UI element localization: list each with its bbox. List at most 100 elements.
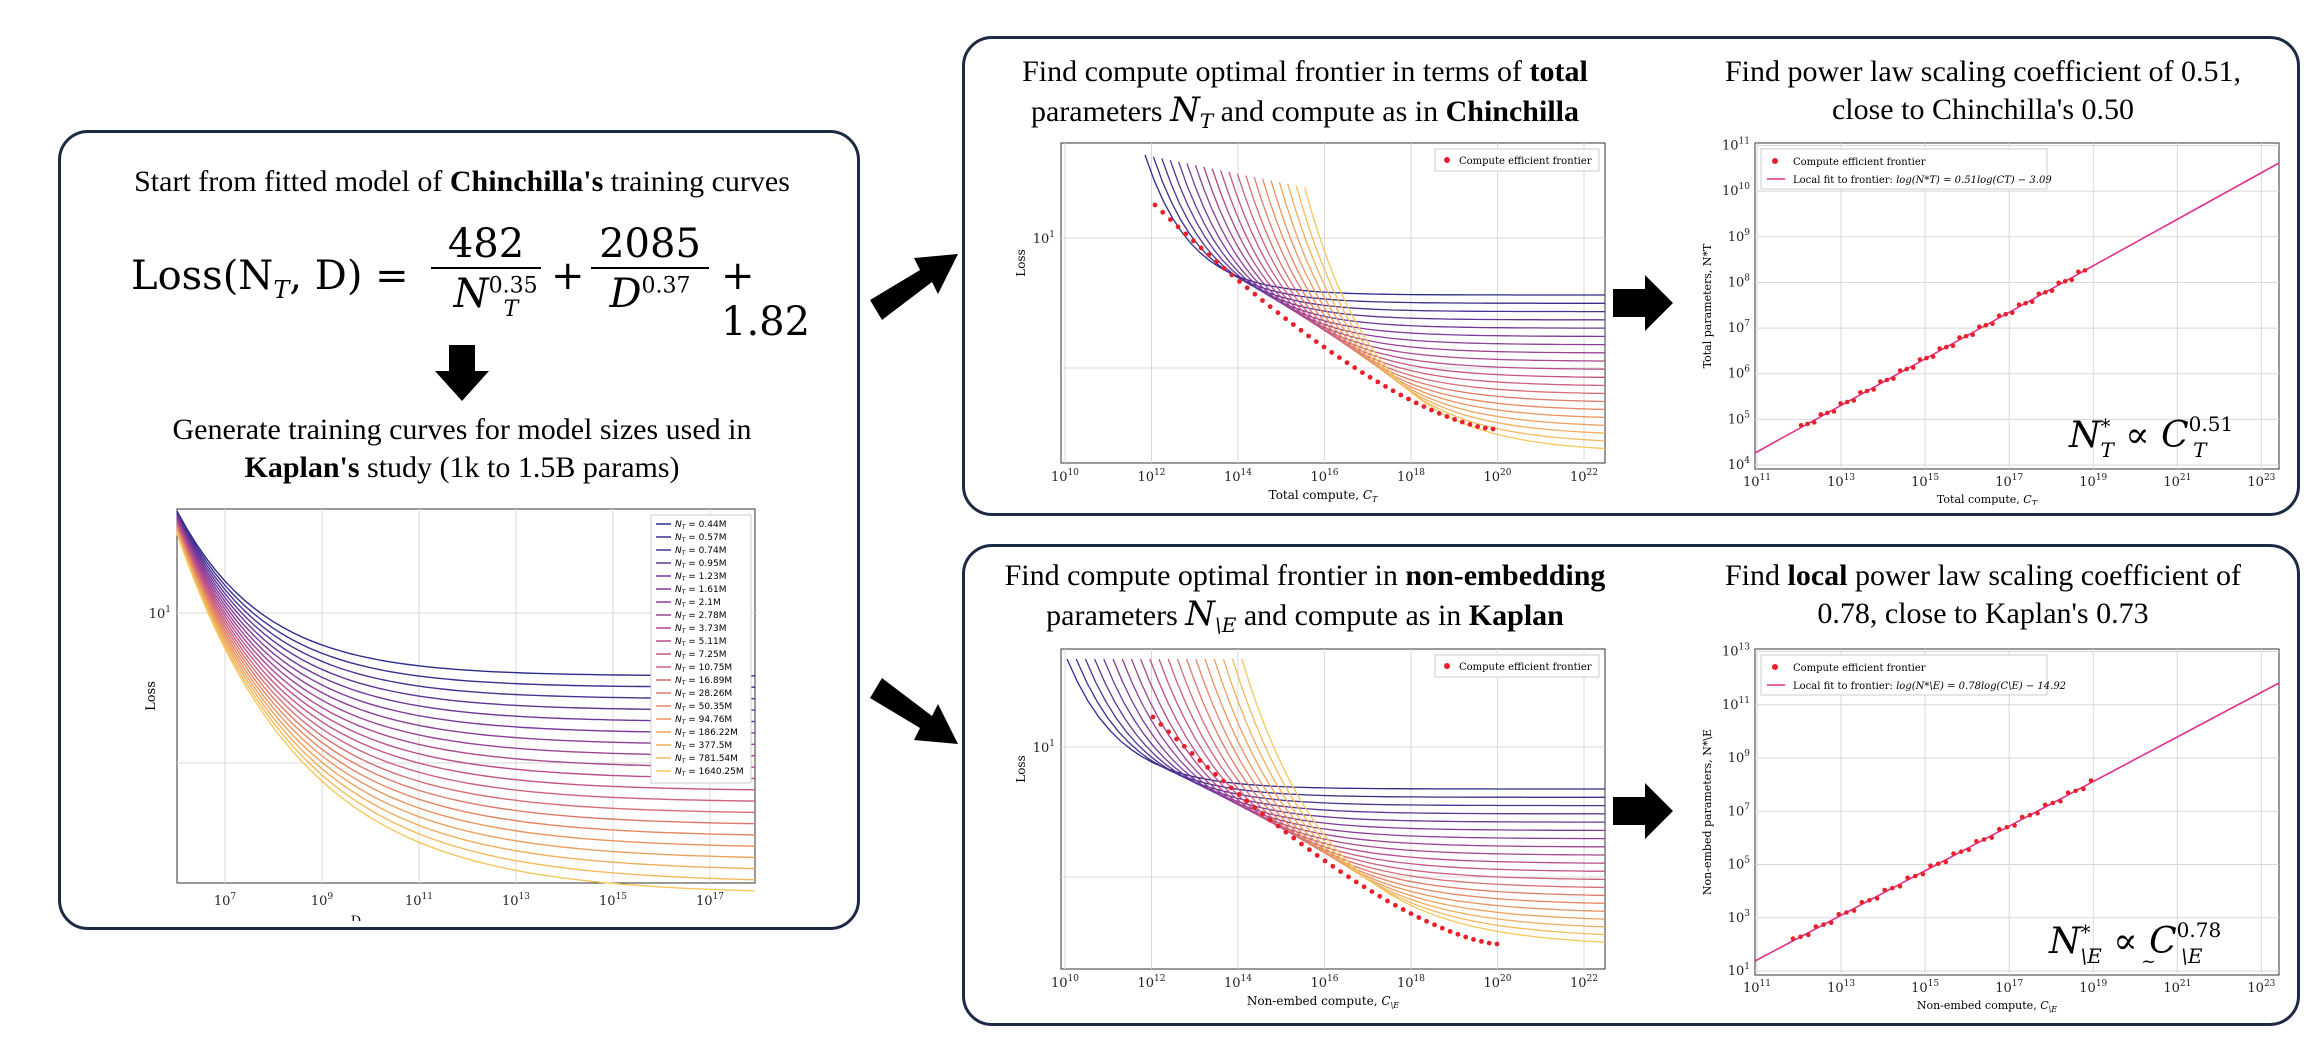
frontier-point [1913, 873, 1918, 879]
frontier-point [1884, 377, 1890, 383]
y-tick-label: 105 [1728, 856, 1751, 873]
frontier-point [1237, 279, 1242, 284]
frontier-point [1252, 291, 1258, 297]
frontier-point [1951, 851, 1956, 856]
frontier-point [1825, 410, 1830, 416]
legend-entry: NT = 1.23M [675, 572, 726, 583]
legend-entry: NT = 5.11M [675, 637, 726, 648]
y-tick-label: 105 [1728, 410, 1751, 427]
compute-curve [1103, 658, 1605, 823]
frontier-point [1811, 420, 1817, 425]
compute-curve [1112, 658, 1605, 832]
frontier-point [1467, 422, 1473, 427]
frontier-point [1189, 751, 1195, 756]
frontier-point [1313, 339, 1319, 344]
y-tick-label: 101 [1728, 962, 1750, 979]
frontier-point [1424, 918, 1429, 924]
fit-line [1754, 682, 2280, 962]
frontier-point [1393, 902, 1398, 908]
legend-entry: NT = 0.44M [675, 520, 726, 531]
frontier-point [2073, 788, 2078, 794]
plot-frame [1060, 648, 1606, 970]
y-axis-label: Loss [1014, 249, 1028, 277]
x-tick-label: 1023 [2247, 473, 2275, 490]
frontier-point [1859, 899, 1865, 905]
y-tick-label: 101 [1033, 230, 1055, 247]
compute-curve [1287, 183, 1606, 434]
frontier-point [1252, 805, 1257, 810]
compute-curve [1152, 156, 1605, 304]
frontier-point [1369, 889, 1375, 894]
chinchilla-caption: Start from fitted model of Chinchilla's … [134, 165, 790, 198]
frontier-point [1977, 324, 1982, 329]
frontier-point [1385, 898, 1390, 904]
frontier-point [1950, 343, 1956, 348]
x-tick-label: 1018 [1397, 468, 1425, 485]
frontier-point [1871, 387, 1876, 392]
compute-curve [1231, 658, 1606, 936]
compute-curve [1177, 161, 1605, 329]
frontier-point [2065, 790, 2071, 795]
x-tick-label: 109 [311, 892, 334, 909]
compute-curve [1295, 185, 1606, 442]
frontier-point [2081, 786, 2086, 792]
frontier-point [1283, 829, 1289, 835]
frontier-point [1267, 817, 1273, 823]
x-tick-label: 1012 [1138, 468, 1166, 485]
frontier-point [1463, 934, 1469, 940]
frontier-point [1990, 321, 1995, 326]
x-tick-label: 1021 [2163, 473, 2191, 490]
frontier-point [1329, 350, 1335, 355]
legend-entry: NT = 377.5M [675, 741, 732, 752]
frontier-point [1228, 785, 1234, 791]
frontier-point [1290, 322, 1296, 327]
frontier-point [1166, 729, 1171, 735]
frontier-point [1944, 344, 1949, 350]
legend-entry: NT = 186.22M [675, 728, 738, 739]
frontier-point [1882, 887, 1887, 893]
x-tick-label: 1017 [1995, 979, 2023, 996]
frontier-point [1244, 285, 1250, 291]
frontier-point [1244, 798, 1250, 804]
compute-curve [1084, 658, 1605, 807]
frontier-point [1935, 861, 1941, 867]
compute-curve [1222, 658, 1606, 928]
frontier-point [1897, 884, 1903, 889]
frontier-point [1813, 924, 1819, 929]
down-arrow-icon [435, 345, 489, 401]
x-tick-label: 1020 [1484, 974, 1512, 991]
y-axis-label: Loss [144, 681, 159, 711]
frontier-point [1390, 388, 1396, 394]
frontier-point [1864, 388, 1870, 394]
frontier-point [1997, 826, 2002, 832]
frontier-point [1291, 835, 1297, 841]
total-frontier-chart: 1010 1012 1014 1016 1018 1020 1022 101 Loss Total… [1014, 142, 1606, 504]
training-curves-chart: 107 109 1011 1013 1015 1017 101 Loss D NT = 0.44M… [144, 508, 756, 921]
x-tick-label: 1022 [1570, 974, 1598, 991]
training-curve [176, 525, 756, 814]
compute-curve [1149, 658, 1606, 864]
frontier-point [1798, 934, 1803, 940]
y-tick-label: 109 [1728, 228, 1751, 245]
compute-curve [1236, 173, 1606, 387]
frontier-point [1444, 414, 1450, 419]
legend-box [650, 514, 752, 784]
frontier-point [1897, 368, 1903, 373]
legend-entry: NT = 2.78M [675, 611, 726, 622]
compute-curve [1245, 175, 1606, 395]
frontier-point [1851, 908, 1857, 913]
training-curve [176, 531, 756, 870]
frontier-point [1455, 931, 1461, 937]
frontier-point [1158, 722, 1164, 727]
frontier-point [1851, 398, 1857, 403]
frontier-point [1267, 304, 1273, 309]
frontier-point [2027, 812, 2033, 818]
frontier-point [1408, 911, 1414, 916]
x-tick-label: 1010 [1051, 468, 1079, 485]
frontier-point [1229, 272, 1235, 278]
compute-curve [1194, 164, 1605, 346]
frontier-point [1352, 365, 1358, 371]
frontier-point [1844, 910, 1849, 915]
total-powerlaw-chart: 1011 1013 1015 1017 1019 1021 1023 104 105 106 107… [1701, 137, 2280, 505]
training-curve [176, 528, 756, 847]
